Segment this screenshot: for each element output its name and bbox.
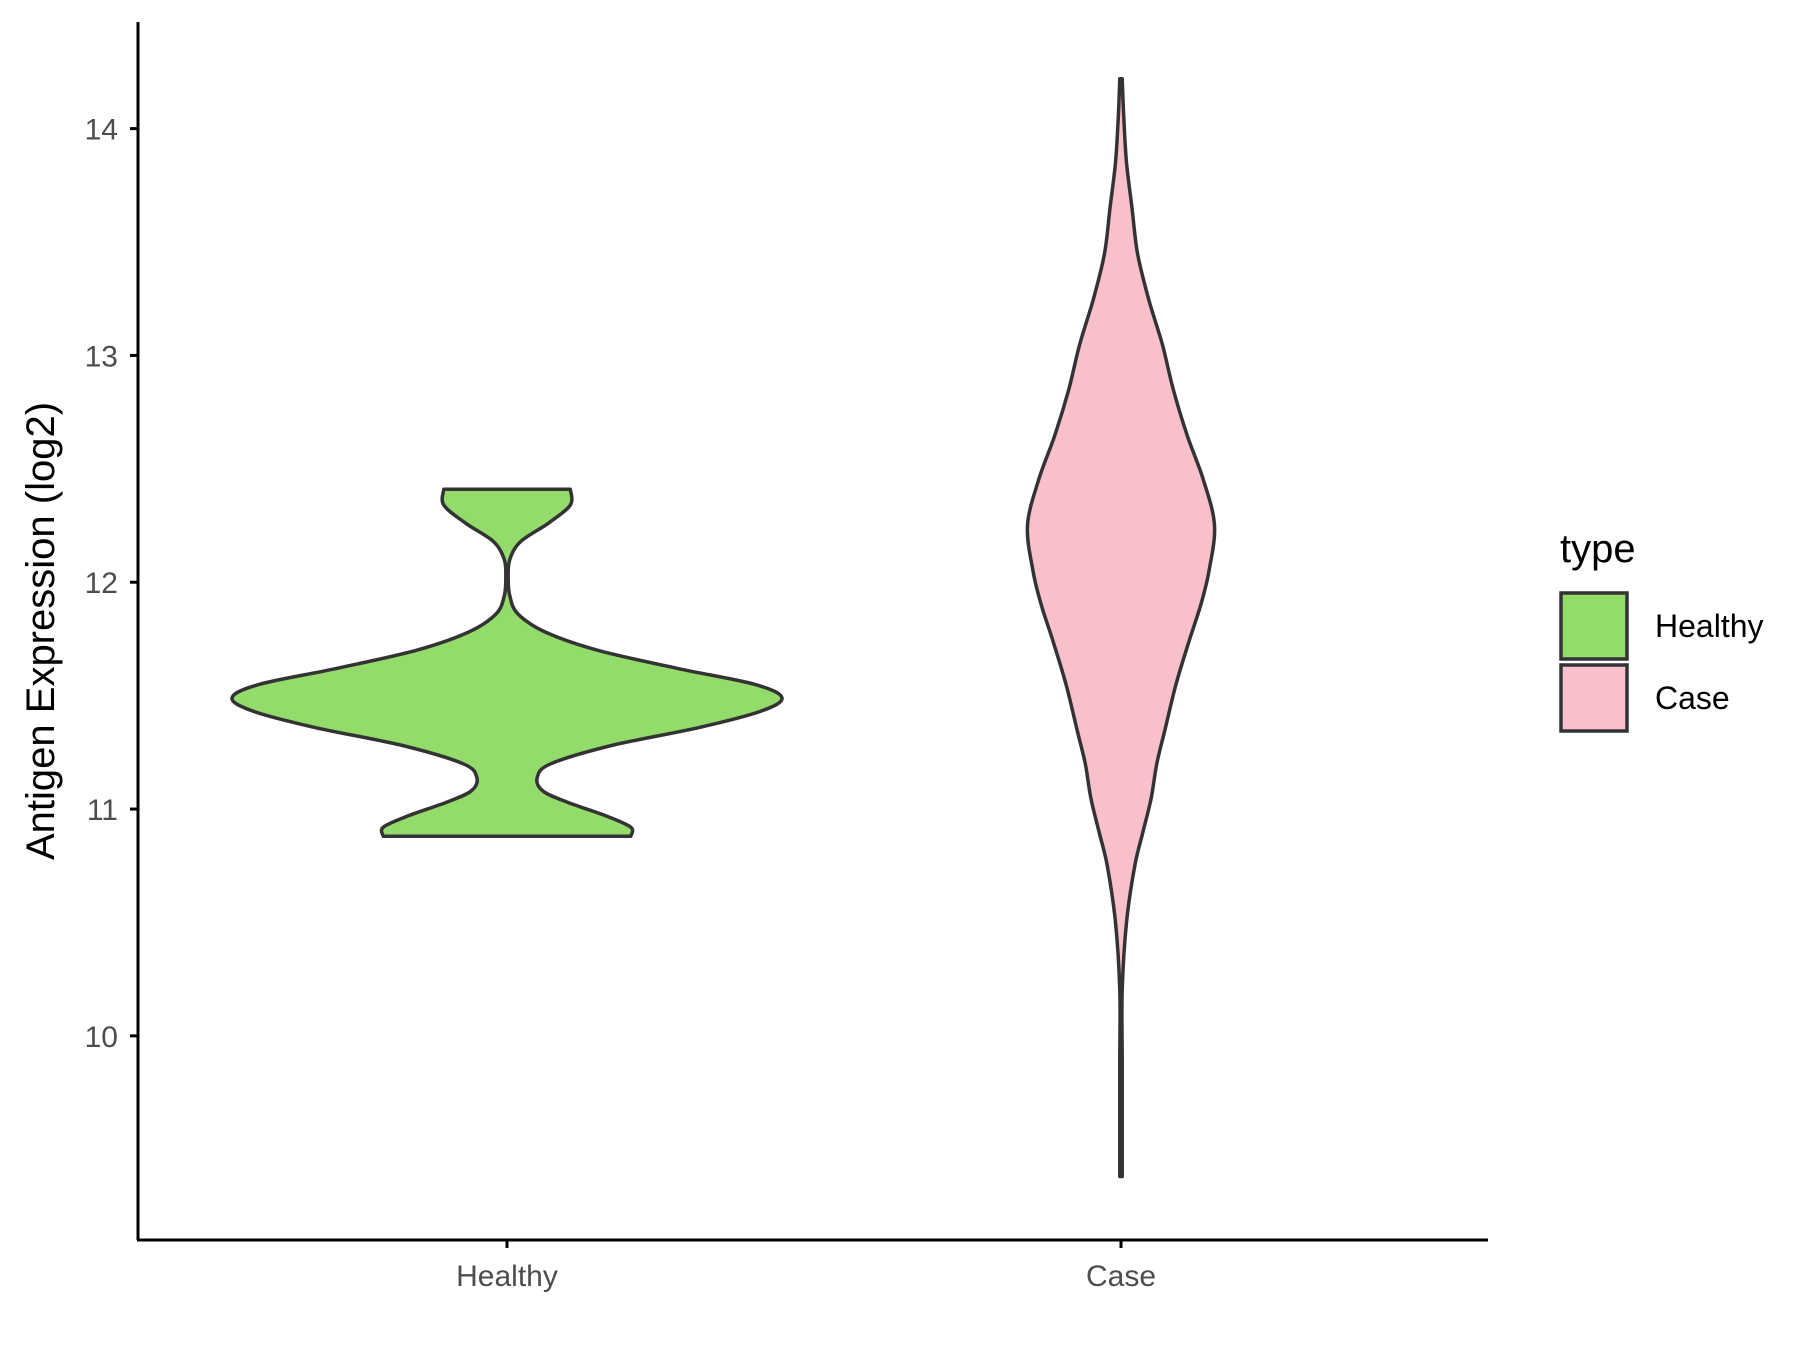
y-tick-label: 13 xyxy=(85,340,118,373)
legend-title: type xyxy=(1560,527,1636,571)
x-tick-label-healthy: Healthy xyxy=(456,1260,558,1293)
x-tick-label-case: Case xyxy=(1086,1260,1156,1293)
legend-swatch-healthy xyxy=(1559,591,1629,661)
y-axis-title: Antigen Expression (log2) xyxy=(19,402,63,860)
legend-swatch-case xyxy=(1559,663,1629,733)
y-tick-label: 12 xyxy=(85,567,118,600)
legend-label-healthy: Healthy xyxy=(1655,608,1764,644)
y-tick-label: 14 xyxy=(85,114,118,147)
x-ticks: Healthy Case xyxy=(456,1240,1156,1293)
y-ticks: 10 11 12 13 14 xyxy=(85,114,138,1054)
violin-case xyxy=(1025,76,1217,1179)
violin-healthy xyxy=(230,487,784,839)
legend-label-case: Case xyxy=(1655,680,1730,716)
y-tick-label: 10 xyxy=(85,1021,118,1054)
violins xyxy=(230,76,1217,1179)
legend-entries: Healthy Case xyxy=(1559,591,1764,733)
y-tick-label: 11 xyxy=(87,794,118,827)
legend: type Healthy Case xyxy=(1559,527,1764,733)
axes: 10 11 12 13 14 Healthy Case xyxy=(85,22,1488,1293)
